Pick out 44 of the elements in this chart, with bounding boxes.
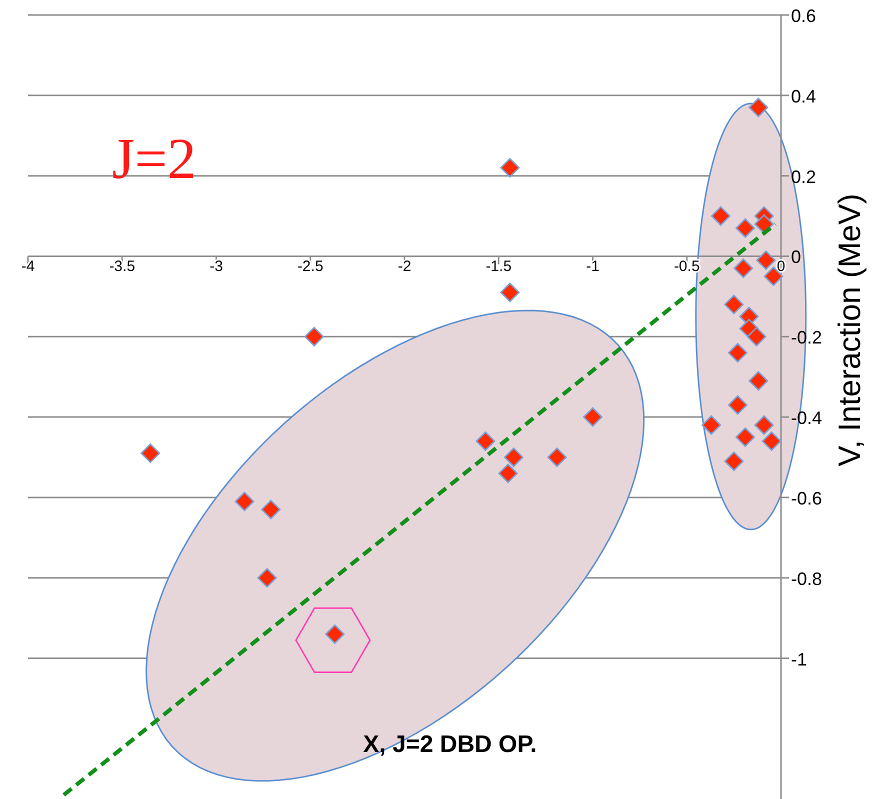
- x-axis-title: X, J=2 DBD OP.: [363, 731, 537, 758]
- point: [500, 282, 520, 302]
- x-tick-label: -1: [586, 258, 600, 276]
- point: [583, 407, 602, 427]
- point: [304, 326, 324, 346]
- y-tick-label: -0.8: [791, 568, 822, 589]
- point: [735, 427, 755, 447]
- y-tick-label: -0.6: [791, 488, 822, 508]
- point: [728, 342, 748, 362]
- x-tick-label: -4: [21, 258, 35, 276]
- point: [711, 206, 731, 226]
- x-tick-label: -3.5: [109, 258, 136, 276]
- point: [504, 448, 524, 468]
- point: [756, 250, 776, 270]
- point: [754, 214, 774, 234]
- x-tick-label: -2: [398, 258, 412, 276]
- point: [140, 443, 160, 463]
- y-tick-label: 0.4: [791, 86, 816, 106]
- point: [261, 500, 281, 520]
- point: [754, 415, 774, 435]
- annotation: J=2: [112, 126, 196, 191]
- point: [476, 431, 496, 451]
- y-tick-label: -1: [791, 649, 808, 670]
- point: [748, 98, 768, 118]
- y-axis-title: V, Interaction (MeV): [832, 194, 867, 466]
- point: [728, 395, 748, 415]
- point: [734, 258, 754, 278]
- x-tick-label: -2.5: [297, 258, 324, 276]
- point: [735, 218, 755, 238]
- point: [746, 326, 766, 346]
- point: [702, 415, 722, 435]
- point: [500, 158, 520, 178]
- point: [762, 431, 782, 451]
- x-tick-label: 0: [776, 258, 786, 276]
- point: [724, 452, 744, 472]
- point: [547, 448, 567, 468]
- point: [257, 568, 277, 588]
- point: [748, 371, 768, 391]
- x-tick-label: -3: [210, 258, 223, 276]
- point: [234, 492, 254, 512]
- x-tick-label: -1.5: [486, 258, 512, 276]
- point: [724, 294, 744, 314]
- y-tick-label: 0.6: [791, 6, 816, 26]
- point: [498, 464, 518, 484]
